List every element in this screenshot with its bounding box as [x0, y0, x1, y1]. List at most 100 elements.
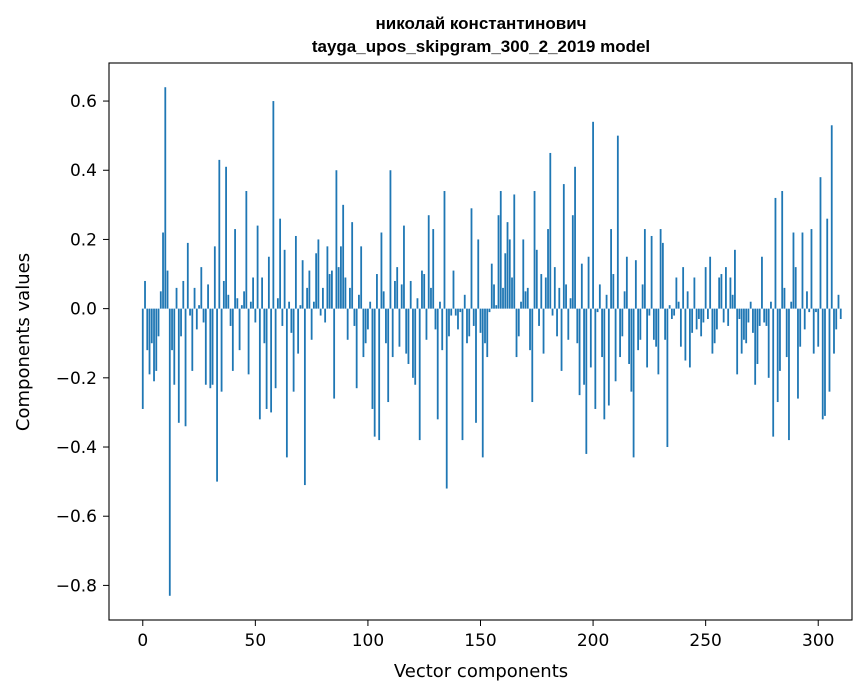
bar [781, 191, 784, 309]
bar [567, 308, 570, 340]
bar [159, 291, 162, 309]
bar [830, 125, 833, 309]
bar [168, 308, 171, 596]
bar [619, 308, 621, 358]
bar [549, 152, 552, 309]
bar [810, 229, 813, 309]
bar [560, 308, 563, 371]
x-tick-label: 300 [802, 631, 834, 651]
bar [614, 308, 617, 382]
bar [761, 256, 763, 309]
bar [752, 308, 754, 333]
bar [641, 284, 644, 309]
bar [585, 308, 588, 454]
bar [191, 308, 194, 371]
bar [540, 274, 543, 309]
bar [702, 308, 705, 323]
bar [335, 170, 338, 309]
bar [686, 291, 689, 309]
bar [225, 166, 227, 309]
x-tick-label: 50 [245, 631, 267, 651]
bar [477, 239, 480, 309]
bar [738, 308, 741, 320]
bar [490, 263, 493, 309]
bar [200, 267, 203, 309]
y-tick-label: 0.6 [70, 92, 97, 112]
x-tick-label: 150 [464, 631, 496, 651]
bar [153, 308, 155, 382]
bar [533, 191, 536, 309]
bar [493, 284, 495, 309]
bar [488, 308, 491, 313]
bar [452, 270, 455, 309]
bar [274, 308, 277, 389]
bar [803, 308, 806, 330]
bar [306, 287, 309, 309]
bar [389, 170, 392, 309]
bar [520, 301, 522, 309]
bar [569, 298, 572, 309]
bar [704, 267, 707, 309]
bar [394, 280, 396, 309]
bar [378, 308, 381, 441]
bar [673, 308, 676, 316]
bar [526, 287, 529, 309]
bar [616, 135, 619, 309]
bar [403, 225, 405, 309]
bar [457, 308, 459, 330]
bar [412, 308, 414, 378]
bar [263, 308, 266, 344]
bar [254, 308, 257, 323]
bar [693, 277, 696, 309]
bar [632, 308, 635, 458]
bar [652, 308, 655, 340]
bar [367, 308, 369, 330]
bar [180, 308, 182, 337]
bar [466, 308, 468, 344]
bar [326, 246, 329, 309]
bar [499, 191, 502, 309]
bar [319, 308, 322, 316]
plot-frame [108, 62, 853, 621]
bar [639, 308, 642, 340]
bar [707, 308, 709, 320]
bar [216, 308, 218, 482]
bar [281, 308, 284, 326]
bar [162, 232, 164, 309]
bar [141, 308, 144, 409]
bar [517, 308, 520, 337]
bar [553, 267, 556, 309]
bar [312, 301, 315, 309]
bar [285, 308, 288, 458]
bar [443, 191, 446, 309]
bar [405, 308, 408, 354]
bar [776, 308, 779, 403]
bar [209, 308, 212, 389]
bar [531, 308, 534, 403]
bar [231, 308, 234, 371]
bar [625, 256, 628, 309]
bar [648, 308, 651, 316]
bar [292, 308, 295, 392]
bar [459, 308, 462, 313]
y-tick-label: 0.0 [70, 300, 97, 320]
bar [256, 225, 259, 309]
bar [481, 308, 484, 458]
bar [317, 239, 320, 309]
y-tick-label: 0.2 [70, 230, 97, 250]
x-axis-ticks: 0 50 100 150 200 250 300 [137, 620, 834, 651]
bar [770, 301, 772, 309]
bar [272, 101, 275, 309]
bar [797, 308, 799, 399]
bar [522, 239, 525, 309]
bar [668, 305, 671, 309]
bar [779, 308, 781, 371]
bar [297, 308, 300, 354]
bar [270, 308, 273, 413]
bar [337, 267, 340, 309]
bar [655, 308, 658, 347]
bar [441, 308, 444, 351]
bar [193, 287, 196, 309]
bar [423, 274, 426, 309]
